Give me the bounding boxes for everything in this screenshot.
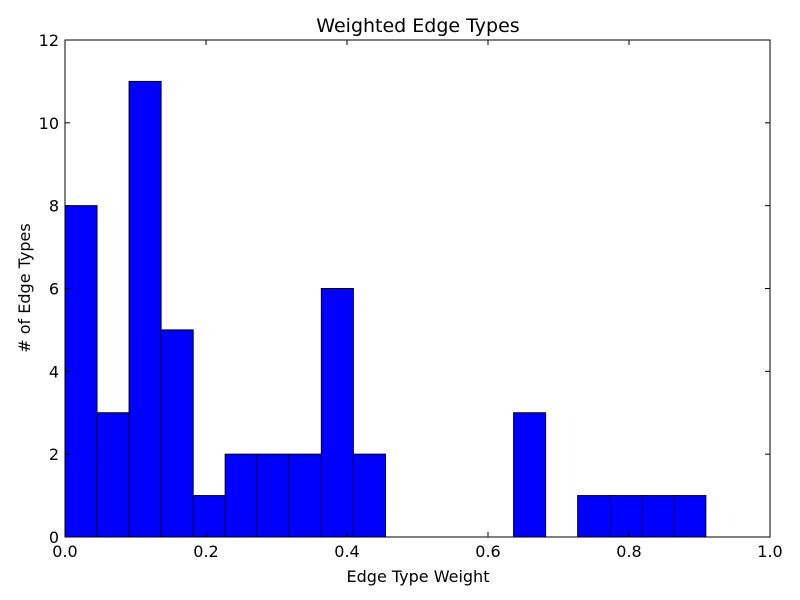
histogram-bar: [513, 412, 547, 538]
y-axis-title: # of Edge Types: [15, 223, 34, 352]
x-tick-label: 0.0: [52, 542, 77, 561]
histogram-bar: [128, 80, 162, 538]
y-axis-ticks: 0 2 4 6 8 10 12: [39, 31, 770, 547]
histogram-bar: [609, 495, 643, 538]
histogram-bar: [320, 288, 354, 538]
y-tick-label: 0: [49, 528, 59, 547]
histogram-bar: [352, 453, 386, 538]
x-axis-ticks: 0.0 0.2 0.4 0.6 0.8 1.0: [52, 40, 783, 561]
x-tick-label: 0.4: [334, 542, 359, 561]
histogram-bar: [224, 453, 258, 538]
histogram-bar: [641, 495, 675, 538]
histogram-bar: [160, 329, 194, 538]
histogram-bar: [288, 453, 322, 538]
y-tick-label: 6: [49, 280, 59, 299]
x-tick-label: 0.8: [616, 542, 641, 561]
x-tick-label: 1.0: [757, 542, 782, 561]
y-tick-label: 2: [49, 445, 59, 464]
y-tick-label: 8: [49, 197, 59, 216]
histogram-bar: [96, 412, 130, 538]
histogram-bar: [192, 495, 226, 538]
histogram-bar: [673, 495, 707, 538]
y-tick-label: 4: [49, 362, 59, 381]
y-tick-label: 10: [39, 114, 59, 133]
histogram-bar: [577, 495, 611, 538]
bars-group: [64, 80, 707, 538]
x-tick-label: 0.6: [475, 542, 500, 561]
chart-title: Weighted Edge Types: [316, 15, 519, 37]
y-tick-label: 12: [39, 31, 59, 50]
histogram-bar: [64, 205, 98, 538]
histogram-bar: [256, 453, 290, 538]
x-tick-label: 0.2: [193, 542, 218, 561]
x-axis-title: Edge Type Weight: [347, 567, 490, 586]
